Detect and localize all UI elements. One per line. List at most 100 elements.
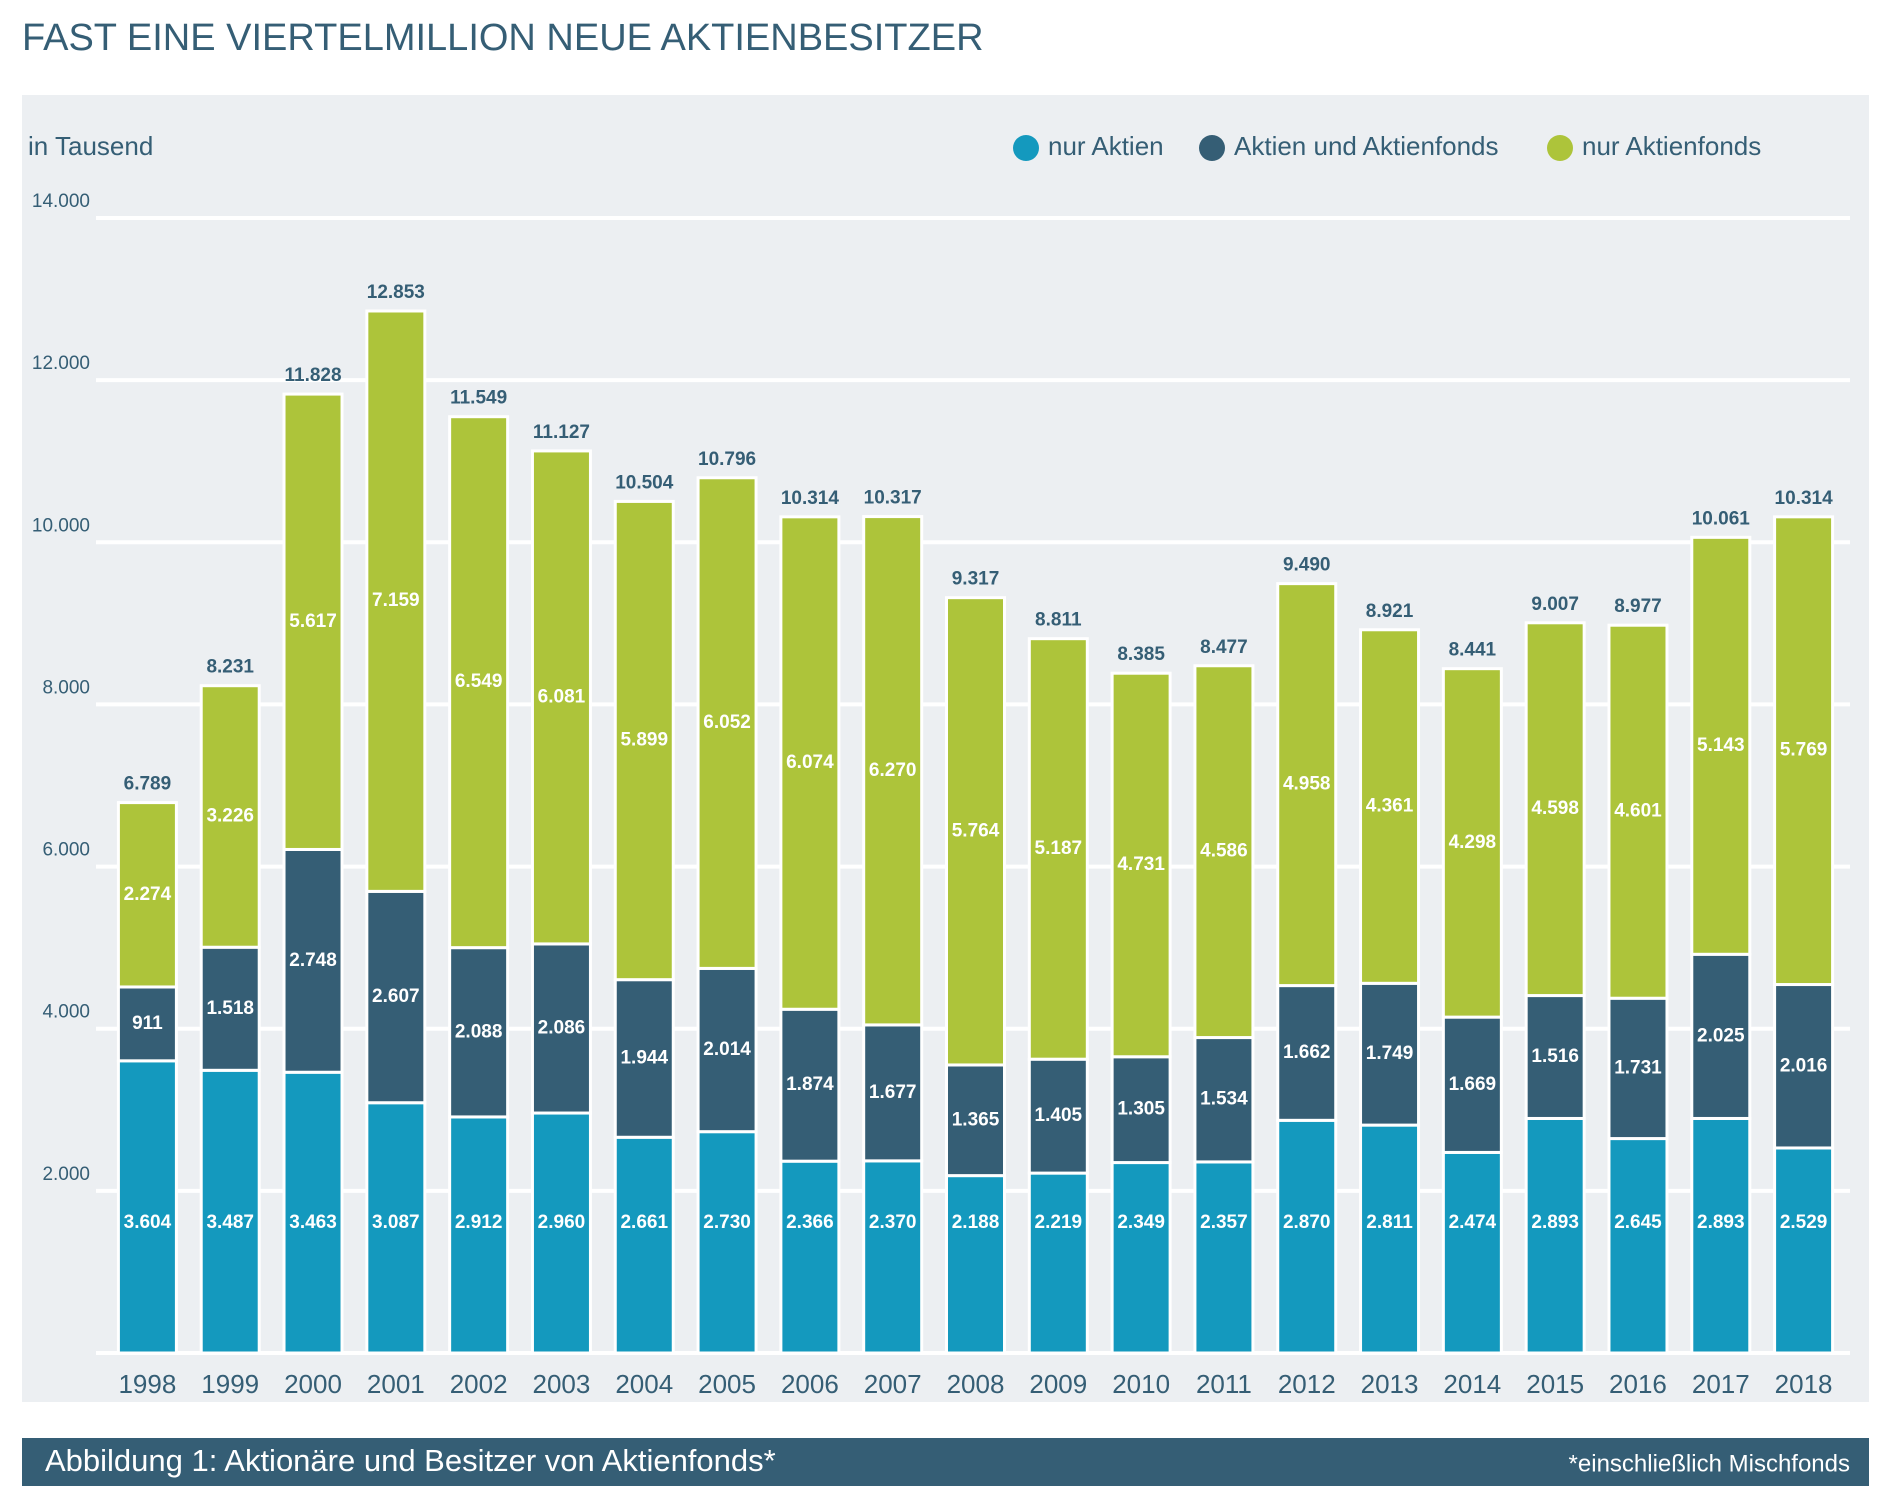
value-label: 3.087 (372, 1212, 420, 1233)
value-label: 2.893 (1697, 1212, 1745, 1233)
bar-segment (696, 476, 758, 970)
value-label: 6.081 (538, 686, 586, 707)
bar-segment (530, 942, 592, 1115)
value-label: 911 (132, 1013, 163, 1034)
bar-segment (1690, 535, 1752, 956)
bar-segment (696, 1130, 758, 1355)
bar-segment (1276, 582, 1338, 988)
bar-segment (945, 1174, 1006, 1355)
y-tick-label: 14.000 (32, 191, 90, 212)
bar-segment (779, 1007, 841, 1163)
value-label: 6.052 (703, 712, 751, 733)
bar-segment (199, 1068, 261, 1355)
x-tick-label: 2002 (450, 1369, 508, 1399)
bar-segment (1276, 984, 1338, 1122)
value-label: 3.463 (289, 1212, 337, 1233)
total-label: 8.977 (1614, 596, 1662, 617)
value-label: 5.143 (1697, 735, 1745, 756)
value-label: 3.604 (124, 1212, 172, 1233)
bar-segment (613, 499, 675, 982)
legend-swatch (1013, 135, 1039, 161)
x-tick-label: 2015 (1526, 1369, 1584, 1399)
bar-segment (1524, 621, 1586, 998)
bar-segment (945, 596, 1006, 1067)
bar-segment (116, 801, 178, 989)
bar-segment (1276, 1118, 1338, 1355)
y-tick-label: 8.000 (42, 677, 90, 698)
value-label: 4.586 (1200, 841, 1248, 862)
value-label: 7.159 (372, 590, 420, 611)
y-tick-label: 10.000 (32, 515, 90, 536)
total-label: 8.385 (1117, 644, 1165, 665)
x-tick-label: 2001 (367, 1369, 425, 1399)
total-label: 9.317 (952, 569, 1000, 590)
value-label: 1.516 (1531, 1046, 1579, 1067)
value-label: 5.617 (289, 611, 337, 632)
chart-title: FAST EINE VIERTELMILLION NEUE AKTIENBESI… (22, 17, 984, 59)
value-label: 2.474 (1449, 1212, 1497, 1233)
legend-label: nur Aktienfonds (1582, 131, 1761, 161)
value-label: 4.298 (1449, 832, 1497, 853)
value-label: 2.870 (1283, 1212, 1331, 1233)
total-label: 8.811 (1035, 610, 1082, 631)
value-label: 2.661 (620, 1212, 668, 1233)
value-label: 6.549 (455, 671, 503, 692)
value-label: 5.764 (952, 820, 1000, 841)
total-label: 10.504 (615, 472, 674, 493)
value-label: 2.912 (455, 1212, 503, 1233)
value-label: 1.874 (786, 1074, 834, 1095)
value-label: 6.074 (786, 752, 834, 773)
value-label: 2.645 (1614, 1212, 1662, 1233)
bar-segment (862, 1159, 924, 1355)
total-label: 10.314 (1775, 488, 1834, 509)
value-label: 2.893 (1531, 1212, 1579, 1233)
value-label: 1.944 (620, 1047, 668, 1068)
bar-segment (282, 847, 344, 1074)
value-label: 1.749 (1366, 1043, 1414, 1064)
total-label: 8.231 (206, 657, 254, 678)
legend-swatch (1199, 135, 1225, 161)
bar-segment (1359, 981, 1421, 1127)
bar-segment (1359, 628, 1421, 985)
y-tick-label: 4.000 (42, 1002, 90, 1023)
y-tick-label: 12.000 (32, 353, 90, 374)
x-tick-label: 2016 (1609, 1369, 1667, 1399)
total-label: 6.789 (124, 774, 172, 795)
caption: Abbildung 1: Aktionäre und Besitzer von … (45, 1443, 776, 1478)
bar-segment (1193, 1160, 1255, 1355)
x-tick-label: 2009 (1029, 1369, 1087, 1399)
bar-segment (1524, 1116, 1586, 1355)
bar-segment (1607, 1137, 1669, 1355)
value-label: 2.219 (1035, 1212, 1083, 1233)
value-label: 2.014 (703, 1039, 751, 1060)
bar-segment (1690, 1116, 1752, 1355)
value-label: 1.669 (1449, 1074, 1497, 1095)
bar-segment (862, 1023, 924, 1163)
total-label: 8.921 (1366, 601, 1414, 622)
total-label: 8.477 (1200, 637, 1248, 658)
value-label: 1.731 (1614, 1057, 1662, 1078)
value-label: 4.958 (1283, 774, 1331, 795)
bar-segment (1441, 1015, 1503, 1154)
bar-segment (1441, 1150, 1503, 1355)
bar-segment (1193, 664, 1255, 1040)
value-label: 2.811 (1366, 1212, 1413, 1233)
total-label: 9.490 (1283, 555, 1331, 576)
value-label: 1.405 (1035, 1105, 1083, 1126)
value-label: 2.274 (124, 884, 172, 905)
x-tick-label: 1999 (201, 1369, 259, 1399)
value-label: 5.899 (620, 730, 668, 751)
value-label: 2.529 (1780, 1212, 1828, 1233)
value-label: 4.361 (1366, 796, 1414, 817)
x-tick-label: 2012 (1278, 1369, 1336, 1399)
value-label: 5.769 (1780, 740, 1828, 761)
value-label: 2.730 (703, 1212, 751, 1233)
value-label: 4.731 (1117, 854, 1165, 875)
x-tick-label: 2014 (1443, 1369, 1501, 1399)
value-label: 2.086 (538, 1017, 586, 1038)
value-label: 2.366 (786, 1212, 834, 1233)
plot-area: 2.000 4.000 6.000 8.000 10.000 12.000 14.000 nu… (32, 131, 1850, 1399)
x-tick-label: 2007 (864, 1369, 922, 1399)
footnote: *einschließlich Mischfonds (1569, 1450, 1850, 1477)
